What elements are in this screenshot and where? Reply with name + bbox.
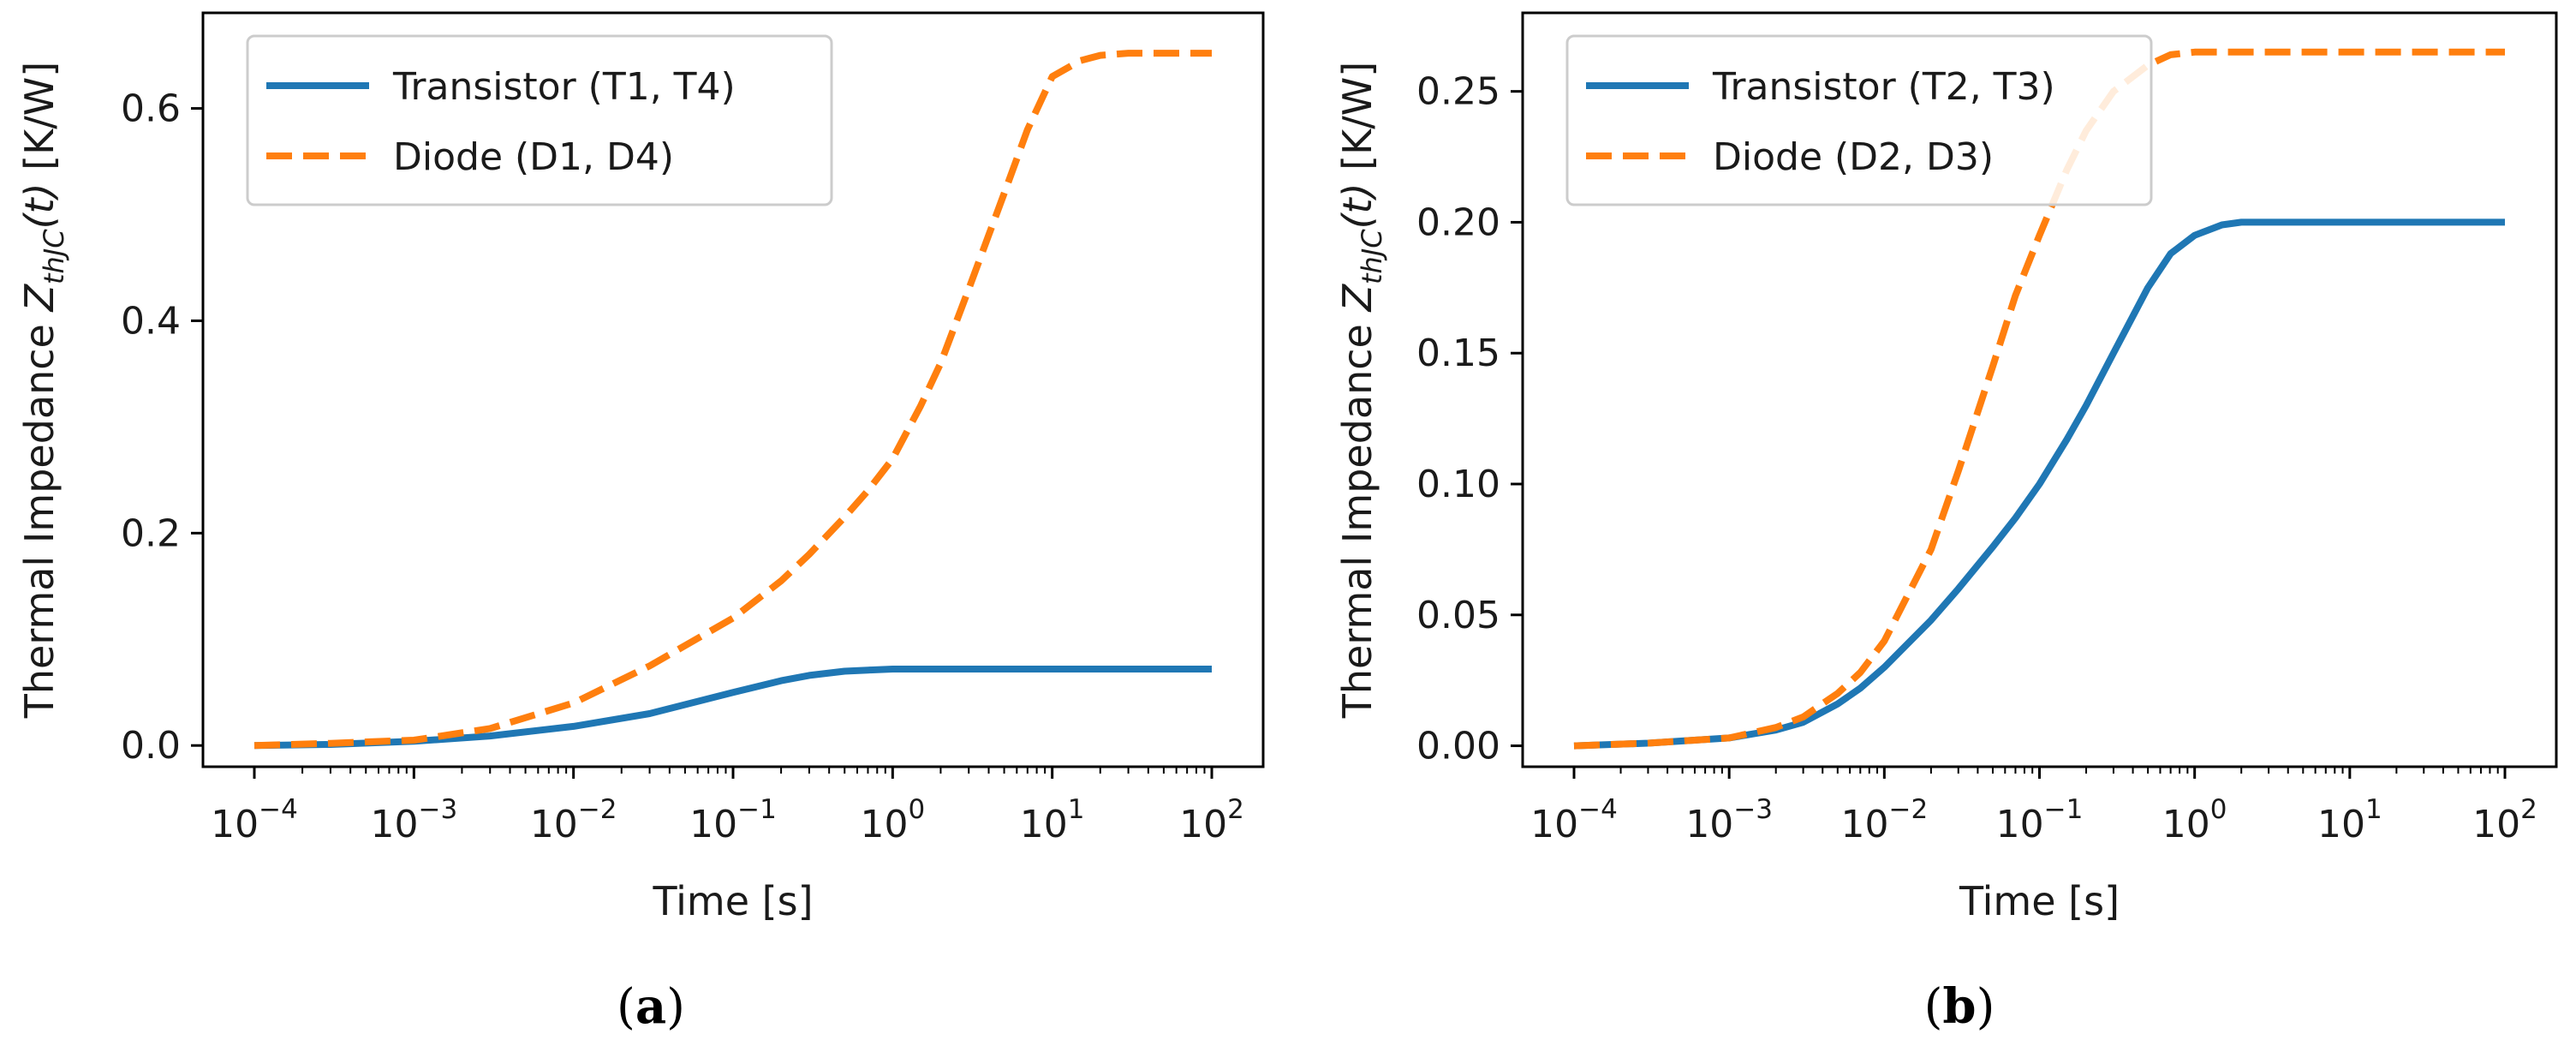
panel-a-xtick-label: 10−3 — [370, 794, 457, 846]
panel-b-legend-label: Diode (D2, D3) — [1713, 135, 1994, 179]
chart-panel-a: 10−4 10−3 10−2 10−1 100 101 102 0.0 0.2 0.4 0.6 Tim… — [16, 11, 1265, 1035]
panel-a-legend-box — [246, 34, 833, 206]
panel-a-caption: (a) — [617, 978, 685, 1035]
panel-a-xtick-label: 10−1 — [689, 794, 777, 846]
panel-b-xtick-label: 102 — [2472, 794, 2537, 846]
panel-b-ytick-label: 0.25 — [1416, 70, 1500, 114]
panel-a-xlabel: Time [s] — [652, 878, 813, 924]
panel-a-xtick-label: 10−2 — [530, 794, 617, 846]
panel-b-xtick-label: 10−2 — [1840, 794, 1928, 846]
panel-b-legend-label: Transistor (T2, T3) — [1712, 65, 2055, 109]
panel-a-series-diode-line — [253, 50, 1212, 750]
panel-b-xlabel: Time [s] — [1959, 878, 2120, 924]
panel-b-legend-box — [1565, 34, 2153, 206]
panel-b-xtick-label: 10−4 — [1530, 794, 1618, 846]
panel-b-xtick-label: 10−3 — [1685, 794, 1773, 846]
panel-a-xtick-label: 100 — [860, 794, 925, 846]
panel-b-ylabel: Thermal Impedance ZthJC(t) [K/W] — [1334, 62, 1388, 719]
panel-b-series-diode-line — [1573, 48, 2505, 750]
panel-a-legend-label: Transistor (T1, T4) — [392, 65, 736, 109]
panel-b-xtick-label: 101 — [2317, 794, 2382, 846]
panel-b-ytick-label: 0.10 — [1416, 463, 1500, 506]
panel-b-caption: (b) — [1924, 978, 1995, 1035]
panel-a-ytick-label: 0.6 — [121, 87, 181, 131]
chart-panel-b: 10−4 10−3 10−2 10−1 100 101 102 0.00 0.05 0.10 0.1… — [1334, 11, 2558, 1035]
panel-a-ytick-label: 0.2 — [121, 511, 181, 555]
panel-b-ytick-label: 0.05 — [1416, 594, 1500, 637]
panel-a-ylabel: Thermal Impedance ZthJC(t) [K/W] — [16, 62, 70, 719]
panel-a-legend-label: Diode (D1, D4) — [393, 135, 674, 179]
panel-a-xtick-label: 10−4 — [211, 794, 298, 846]
panel-b-xtick-label: 100 — [2162, 794, 2227, 846]
panel-b-series-transistor-line — [1573, 218, 2505, 750]
panel-a-ytick-label: 0.4 — [121, 299, 181, 343]
panel-b-ytick-label: 0.15 — [1416, 332, 1500, 375]
panel-b-ytick-label: 0.20 — [1416, 200, 1500, 244]
panel-b-xtick-label: 10−1 — [1996, 794, 2084, 846]
panel-a-ytick-label: 0.0 — [121, 724, 181, 768]
panel-a-xtick-label: 101 — [1020, 794, 1085, 846]
panel-b-ytick-label: 0.00 — [1416, 725, 1500, 768]
panel-a-series-transistor-line — [253, 666, 1212, 750]
panel-a-xtick-label: 102 — [1179, 794, 1244, 846]
